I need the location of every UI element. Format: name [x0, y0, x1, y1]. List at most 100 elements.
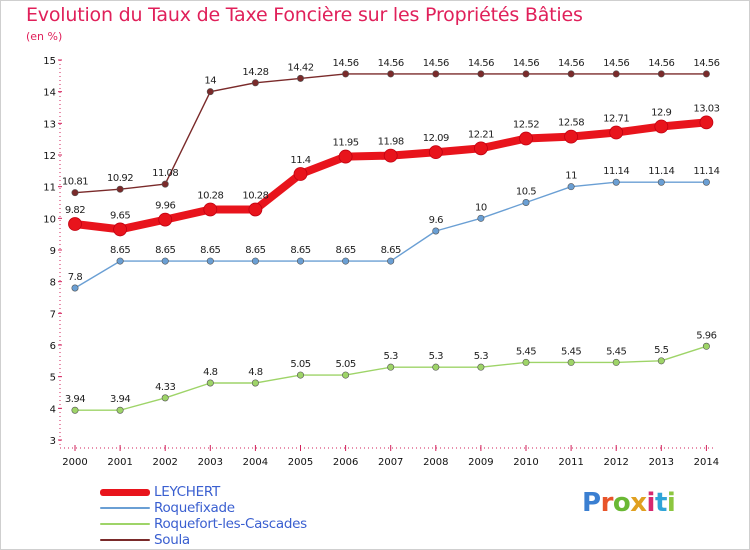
y-tick-label: 15: [43, 56, 56, 67]
data-label: 14.56: [333, 58, 359, 69]
data-label: 11.14: [648, 166, 674, 177]
data-point: [612, 178, 620, 186]
data-point: [158, 212, 173, 227]
data-label: 12.58: [558, 118, 584, 129]
data-label: 14.56: [513, 58, 539, 69]
y-tick-label: 11: [43, 183, 56, 194]
data-point: [473, 141, 488, 156]
data-label: 3.94: [110, 394, 130, 405]
data-point: [522, 70, 530, 78]
x-tick-label: 2012: [603, 457, 628, 468]
logo-letter: o: [612, 488, 631, 518]
data-label: 14.56: [603, 58, 629, 69]
data-point: [654, 119, 669, 134]
legend-item-leychert: LEYCHERT: [100, 484, 307, 500]
x-tick-label: 2000: [62, 457, 87, 468]
x-tick-label: 2011: [558, 457, 583, 468]
x-tick-label: 2008: [423, 457, 448, 468]
data-point: [432, 227, 440, 235]
data-point: [387, 70, 395, 78]
data-label: 11.14: [603, 166, 629, 177]
data-label: 5.45: [516, 346, 536, 357]
x-tick-label: 2009: [468, 457, 493, 468]
x-tick-label: 2014: [694, 457, 719, 468]
data-point: [116, 406, 124, 414]
data-label: 11.98: [378, 137, 404, 148]
logo-letter: i: [666, 488, 676, 518]
data-label: 12.21: [468, 129, 494, 140]
data-label: 9.96: [155, 201, 175, 212]
data-point: [477, 363, 485, 371]
legend-item-roquefort-les-cascades: Roquefort-les-Cascades: [100, 516, 307, 532]
x-tick-label: 2013: [649, 457, 674, 468]
data-label: 14.42: [287, 62, 313, 73]
series-line: [74, 181, 708, 289]
data-point: [293, 167, 308, 181]
data-label: 14.56: [468, 58, 494, 69]
y-tick-label: 14: [43, 88, 56, 99]
data-point: [519, 131, 533, 146]
data-point: [699, 115, 714, 130]
chart-title: Evolution du Taux de Taxe Foncière sur l…: [26, 4, 583, 26]
data-point: [251, 257, 259, 265]
data-label: 12.52: [513, 120, 539, 131]
proxiti-logo: Proxiti: [582, 488, 676, 518]
data-label: 5.5: [654, 345, 669, 356]
data-label: 11.08: [152, 168, 178, 179]
logo-letter: t: [654, 488, 667, 518]
data-point: [387, 363, 395, 371]
data-label: 4.8: [248, 367, 263, 378]
y-tick-label: 12: [43, 151, 56, 162]
x-tick-label: 2004: [243, 457, 268, 468]
data-label: 5.96: [696, 330, 716, 341]
data-label: 11: [565, 171, 577, 182]
data-point: [116, 185, 124, 193]
chart-axes: 3 4 5 6 7 8 9 10 11 12 13 14 15 2000 2001 2002 2003 2004 2…: [43, 56, 719, 468]
data-point: [657, 178, 665, 186]
data-point: [206, 379, 214, 387]
data-point: [432, 70, 440, 78]
data-point: [522, 199, 530, 207]
data-point: [296, 371, 304, 379]
data-point: [68, 217, 82, 231]
legend-label: Roquefixade: [154, 500, 235, 516]
data-label: 8.65: [335, 245, 355, 256]
data-point: [161, 180, 169, 188]
data-label: 10.5: [516, 187, 536, 198]
legend-swatch: [100, 539, 150, 541]
data-label: 10: [475, 202, 487, 213]
data-label: 5.05: [290, 359, 310, 370]
x-tick-label: 2005: [288, 457, 313, 468]
data-point: [206, 257, 214, 265]
legend-label: Soula: [154, 532, 190, 548]
data-point: [161, 394, 169, 402]
data-point: [383, 148, 398, 163]
data-label: 14.56: [423, 58, 449, 69]
data-label: 10.28: [197, 190, 223, 201]
data-point: [702, 70, 710, 78]
data-label: 10.81: [62, 177, 88, 188]
data-label: 14.56: [693, 58, 719, 69]
chart-unit: (en %): [26, 30, 63, 43]
data-point: [251, 79, 259, 87]
data-point: [342, 257, 350, 265]
data-point: [477, 214, 485, 222]
data-point: [522, 358, 530, 366]
data-label: 14.56: [378, 58, 404, 69]
logo-letter: P: [582, 488, 601, 518]
data-label: 14: [204, 76, 216, 87]
logo-letter: r: [600, 488, 614, 518]
y-tick-label: 9: [50, 246, 56, 257]
data-label: 3.94: [65, 394, 85, 405]
data-label: 5.45: [561, 346, 581, 357]
data-point: [564, 129, 578, 144]
data-point: [612, 358, 620, 366]
data-label: 5.3: [383, 351, 398, 362]
data-point: [567, 183, 575, 191]
data-label: 12.71: [603, 114, 629, 125]
data-point: [428, 145, 443, 160]
data-label: 4.33: [155, 382, 175, 393]
data-label: 12.09: [423, 133, 449, 144]
y-tick-label: 6: [50, 341, 56, 352]
